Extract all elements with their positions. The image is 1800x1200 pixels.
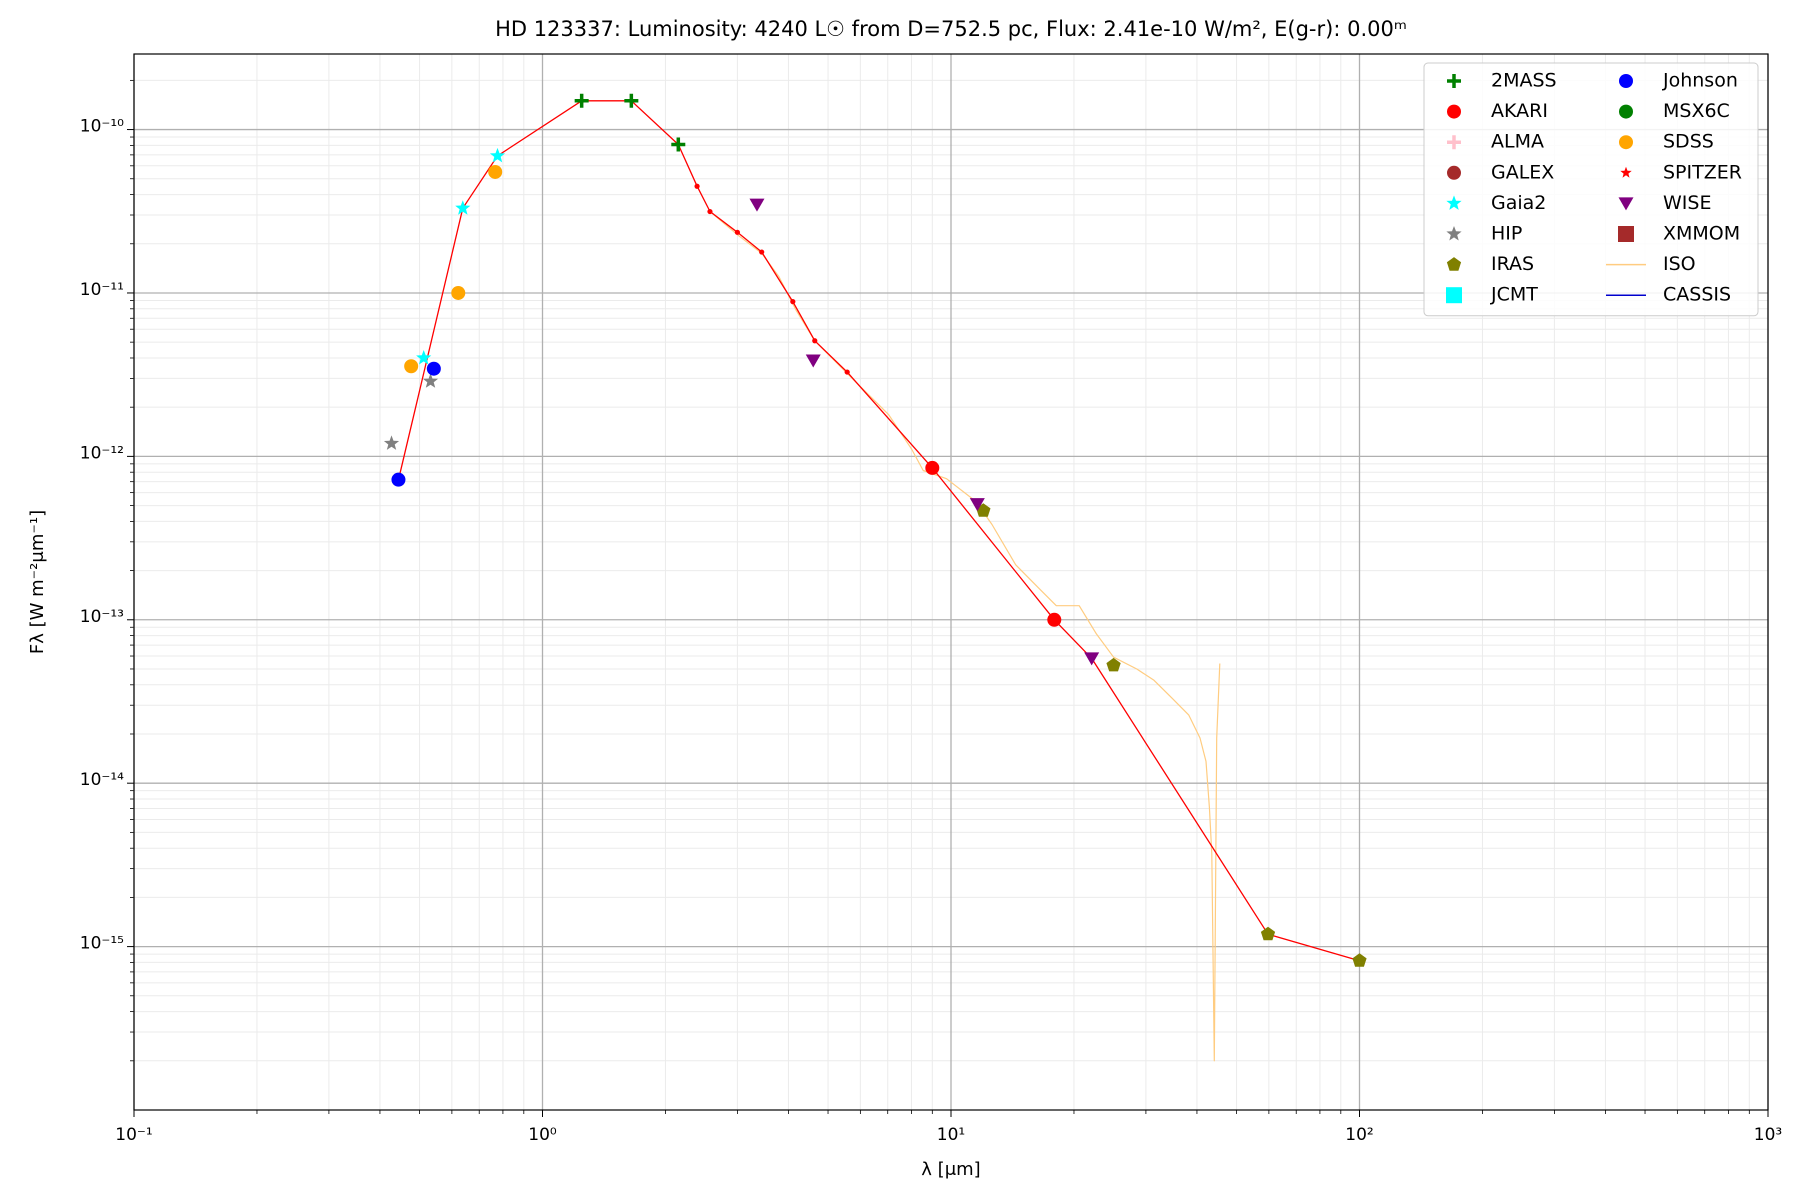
x-tick-label: 10⁰ [528,1125,557,1145]
y-tick-label: 10⁻¹⁰ [80,117,124,137]
legend-label: GALEX [1491,161,1554,183]
x-tick-label: 10³ [1754,1125,1782,1145]
data-point [1084,652,1100,666]
data-point [416,350,432,365]
legend-marker [1446,226,1462,241]
legend-label: Gaia2 [1491,192,1546,214]
data-point [574,93,589,108]
legend-label: JCMT [1490,284,1538,306]
y-tick-label: 10⁻¹¹ [80,280,124,300]
model-point [844,369,850,375]
data-point [489,147,506,163]
model-point [694,183,700,189]
plot-frame [133,53,1769,1111]
x-tick-label: 10⁻¹ [115,1125,152,1145]
data-point [805,354,821,368]
legend-label: SPITZER [1663,161,1742,183]
data-point [1260,926,1276,941]
legend-label: IRAS [1491,253,1534,275]
legend-marker [1619,135,1633,150]
data-point [426,361,441,376]
model-line [397,100,1360,962]
data-point [671,137,686,152]
legend-label: MSX6C [1663,100,1730,122]
legend-label: SDSS [1663,131,1714,153]
data-point [451,285,466,300]
model-point [759,249,765,255]
legend-marker [1619,74,1633,88]
y-tick-label: 10⁻¹³ [80,607,124,627]
legend-label: AKARI [1491,100,1548,122]
data-point [1352,953,1367,967]
data-point [969,498,985,512]
legend-label: XMMOM [1663,223,1740,245]
model-point [790,299,796,305]
legend-label: 2MASS [1491,70,1557,92]
data-point [488,164,503,179]
legend-box [1423,62,1759,317]
legend-marker [1446,195,1462,210]
data-point [749,198,765,212]
data-point [455,200,471,215]
x-tick-label: 10¹ [937,1125,965,1145]
model-point [734,229,741,235]
data-point [404,359,419,374]
x-tick-label: 10² [1345,1125,1373,1145]
legend-label: WISE [1663,192,1711,214]
legend-marker [1620,166,1632,178]
legend-marker [1447,74,1461,88]
data-point [391,472,406,487]
data-point [925,460,940,475]
chart-title: HD 123337: Luminosity: 4240 L☉ from D=75… [495,17,1407,41]
legend-marker [1446,257,1462,271]
legend-label: HIP [1491,223,1522,245]
legend-marker [1446,287,1462,304]
legend-marker [1618,226,1634,242]
y-tick-label: 10⁻¹⁴ [80,770,124,790]
data-point [1047,612,1062,627]
legend-label: CASSIS [1663,284,1731,306]
x-axis-label: λ [μm] [921,1159,980,1180]
legend-marker [1447,104,1461,119]
legend-label: ISO [1663,253,1696,275]
y-axis-label: Fλ [W m⁻²μm⁻¹] [27,510,48,654]
data-point [1106,657,1121,672]
model-point [812,338,818,344]
data-point [383,435,400,450]
legend-marker [1619,104,1633,119]
y-tick-label: 10⁻¹² [80,443,124,463]
legend-marker [1618,197,1634,211]
y-tick-label: 10⁻¹⁵ [80,934,124,954]
legend-marker [1447,135,1461,150]
model-point [707,208,713,215]
legend-marker [1447,165,1461,180]
legend-label: Johnson [1662,70,1738,92]
data-point [624,93,639,108]
legend-label: ALMA [1491,131,1544,153]
data-point [422,373,439,388]
